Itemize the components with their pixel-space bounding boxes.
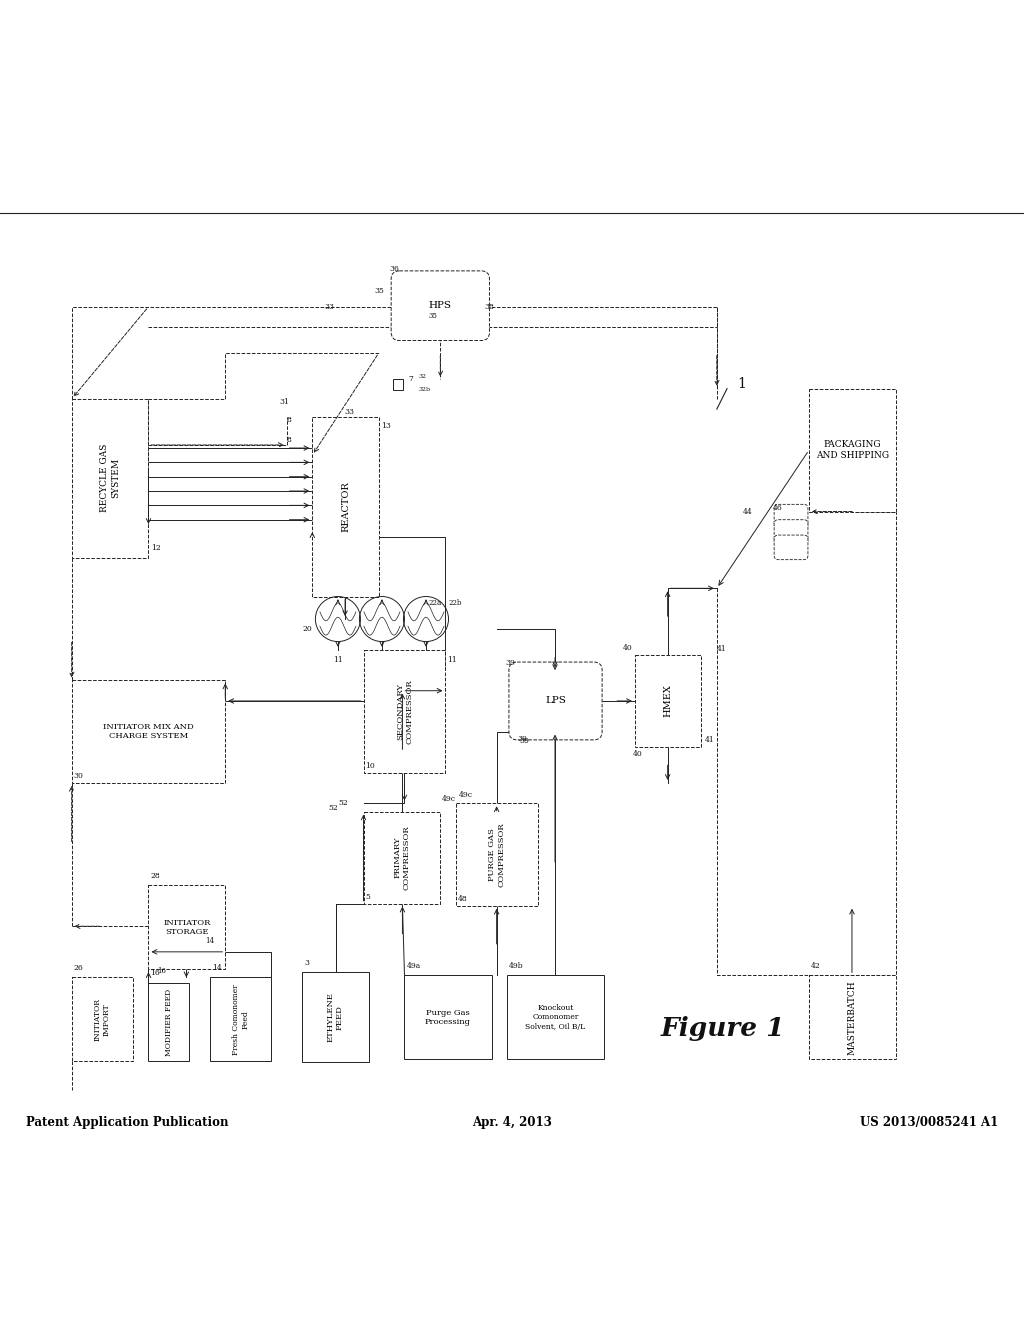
FancyBboxPatch shape [774, 504, 808, 529]
FancyBboxPatch shape [364, 649, 445, 772]
Text: INITIATOR
IMPORT: INITIATOR IMPORT [94, 998, 111, 1041]
Text: Apr. 4, 2013: Apr. 4, 2013 [472, 1117, 552, 1130]
FancyBboxPatch shape [809, 388, 896, 512]
Text: 32: 32 [419, 374, 427, 379]
Text: 46: 46 [773, 503, 783, 512]
FancyBboxPatch shape [72, 681, 225, 783]
Text: SECONDARY
COMPRESSOR: SECONDARY COMPRESSOR [396, 678, 413, 743]
Text: 20: 20 [302, 626, 312, 634]
Text: 48: 48 [458, 895, 468, 903]
Text: 35: 35 [374, 288, 384, 296]
FancyBboxPatch shape [809, 975, 896, 1060]
FancyBboxPatch shape [635, 655, 701, 747]
Text: 31: 31 [279, 397, 289, 407]
Text: 42: 42 [811, 962, 821, 970]
Text: 16: 16 [157, 968, 166, 975]
Text: HPS: HPS [429, 301, 452, 310]
Text: 14: 14 [205, 937, 214, 945]
Text: 49a: 49a [407, 962, 421, 970]
Text: LPS: LPS [545, 697, 566, 705]
Text: 35: 35 [428, 312, 437, 319]
Text: 16: 16 [151, 969, 161, 977]
Text: 39: 39 [519, 737, 529, 744]
Text: 11: 11 [447, 656, 458, 664]
Text: REACTOR: REACTOR [341, 482, 350, 532]
Text: 41: 41 [717, 645, 727, 653]
Text: 10: 10 [366, 762, 376, 770]
FancyBboxPatch shape [312, 417, 379, 597]
Text: 49b: 49b [509, 962, 523, 970]
Text: 36: 36 [389, 265, 399, 273]
Text: 3: 3 [304, 960, 309, 968]
FancyBboxPatch shape [391, 271, 489, 341]
Text: MODIFIER FEED: MODIFIER FEED [165, 989, 173, 1056]
Text: 41: 41 [705, 737, 715, 744]
Text: MASTERBATCH: MASTERBATCH [848, 979, 857, 1055]
Text: 8: 8 [287, 416, 292, 425]
Text: PACKAGING
AND SHIPPING: PACKAGING AND SHIPPING [816, 441, 889, 459]
Text: 52: 52 [328, 804, 338, 813]
Text: 13: 13 [381, 422, 391, 430]
FancyBboxPatch shape [72, 399, 148, 557]
FancyBboxPatch shape [774, 520, 808, 544]
FancyBboxPatch shape [507, 975, 604, 1060]
Text: Purge Gas
Processing: Purge Gas Processing [425, 1008, 471, 1026]
Text: 14: 14 [212, 965, 222, 973]
Text: Knockout
Comonomer
Solvent, Oil B/L: Knockout Comonomer Solvent, Oil B/L [525, 1005, 586, 1031]
FancyBboxPatch shape [302, 973, 369, 1063]
Text: 22b: 22b [449, 599, 462, 607]
Text: 52: 52 [338, 800, 348, 808]
Text: 44: 44 [742, 507, 753, 516]
Text: 28: 28 [151, 873, 161, 880]
Text: Fresh Comonomer
Feed: Fresh Comonomer Feed [232, 983, 249, 1055]
Bar [393, 379, 403, 389]
FancyBboxPatch shape [364, 812, 440, 904]
Text: US 2013/0085241 A1: US 2013/0085241 A1 [860, 1117, 998, 1130]
Text: 40: 40 [623, 644, 633, 652]
FancyBboxPatch shape [72, 977, 133, 1061]
Text: 33: 33 [344, 408, 354, 416]
Text: 7: 7 [409, 375, 414, 383]
Text: INITIATOR
STORAGE: INITIATOR STORAGE [163, 919, 211, 936]
Text: ETHYLENE
FEED: ETHYLENE FEED [327, 993, 344, 1043]
Text: 49c: 49c [459, 791, 473, 800]
Text: 32b: 32b [419, 387, 431, 392]
Text: 39: 39 [505, 659, 515, 667]
FancyBboxPatch shape [210, 977, 271, 1061]
Text: 40: 40 [633, 750, 643, 758]
FancyBboxPatch shape [509, 663, 602, 741]
Text: 26: 26 [74, 965, 84, 973]
Text: INITIATOR MIX AND
CHARGE SYSTEM: INITIATOR MIX AND CHARGE SYSTEM [103, 723, 194, 741]
FancyBboxPatch shape [456, 804, 538, 906]
Text: RECYCLE GAS
SYSTEM: RECYCLE GAS SYSTEM [100, 444, 120, 512]
Text: 11: 11 [333, 656, 343, 664]
Text: HMEX: HMEX [664, 685, 673, 717]
Text: 8: 8 [287, 436, 292, 444]
FancyBboxPatch shape [148, 982, 189, 1061]
Text: Figure 1: Figure 1 [660, 1016, 785, 1041]
Text: PRIMARY
COMPRESSOR: PRIMARY COMPRESSOR [393, 825, 411, 890]
Text: 1: 1 [737, 376, 746, 391]
Text: 49c: 49c [441, 796, 456, 804]
Text: PURGE GAS
COMPRESSOR: PURGE GAS COMPRESSOR [488, 822, 505, 887]
Text: 12: 12 [152, 544, 162, 553]
Text: 30: 30 [74, 772, 84, 780]
FancyBboxPatch shape [148, 886, 225, 969]
Text: 39: 39 [517, 735, 527, 743]
Text: Patent Application Publication: Patent Application Publication [26, 1117, 228, 1130]
Text: 38: 38 [484, 302, 495, 310]
Text: 5: 5 [366, 892, 371, 900]
FancyBboxPatch shape [404, 975, 492, 1060]
Text: 33: 33 [325, 302, 335, 310]
FancyBboxPatch shape [774, 535, 808, 560]
Text: 22a: 22a [428, 599, 441, 607]
